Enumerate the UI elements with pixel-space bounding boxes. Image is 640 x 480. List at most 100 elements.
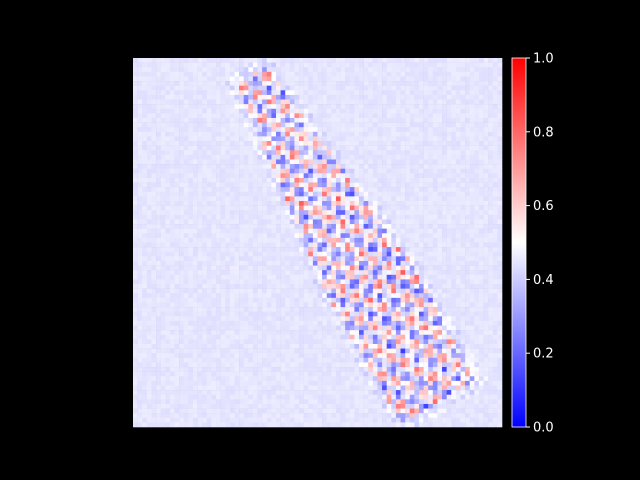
heatmap-cell (497, 122, 503, 128)
heatmap-cell (428, 247, 434, 253)
heatmap-cell (340, 311, 346, 317)
heatmap-cell (183, 136, 189, 142)
heatmap-cell (354, 330, 360, 336)
heatmap-cell (428, 237, 434, 243)
heatmap-cell (451, 214, 457, 220)
heatmap-cell (340, 191, 346, 197)
heatmap-cell (423, 205, 429, 211)
heatmap-cell (220, 214, 226, 220)
heatmap-cell (335, 256, 341, 262)
heatmap-cell (492, 274, 498, 280)
heatmap-cell (197, 325, 203, 331)
heatmap-cell (151, 117, 157, 123)
heatmap-cell (234, 108, 240, 114)
heatmap-cell (414, 58, 420, 63)
heatmap-cell (354, 141, 360, 146)
heatmap-cell (442, 187, 447, 193)
heatmap-cell (312, 62, 318, 68)
heatmap-cell (275, 90, 281, 96)
heatmap-cell (299, 58, 304, 63)
heatmap-cell (349, 233, 355, 239)
heatmap-cell (418, 117, 424, 123)
heatmap-cell (280, 71, 286, 77)
heatmap-cell (156, 224, 161, 229)
heatmap-cell (331, 210, 337, 216)
heatmap-cell (414, 173, 420, 179)
heatmap-cell (280, 247, 286, 253)
heatmap-cell (192, 205, 198, 211)
heatmap-cell (451, 325, 457, 331)
heatmap-cell (335, 265, 341, 271)
heatmap-cell (137, 94, 143, 100)
heatmap-cell (451, 187, 457, 193)
heatmap-cell (455, 168, 461, 174)
heatmap-cell (455, 85, 461, 91)
heatmap-cell (257, 297, 263, 303)
heatmap-cell (275, 214, 281, 220)
heatmap-cell (497, 127, 503, 133)
heatmap-cell (331, 76, 337, 82)
heatmap-cell (437, 210, 443, 216)
heatmap-cell (377, 113, 383, 119)
heatmap-cell (275, 200, 281, 206)
heatmap-cell (474, 150, 480, 156)
heatmap-cell (146, 182, 152, 188)
heatmap-cell (437, 219, 443, 225)
heatmap-cell (414, 81, 420, 86)
heatmap-cell (349, 219, 355, 225)
heatmap-cell (368, 145, 374, 151)
heatmap-cell (262, 141, 268, 146)
heatmap-cell (469, 265, 475, 271)
heatmap-cell (146, 76, 152, 82)
heatmap-cell (303, 214, 309, 220)
heatmap-cell (202, 288, 208, 294)
heatmap-cell (391, 293, 397, 299)
heatmap-cell (326, 256, 332, 262)
heatmap-cell (488, 81, 494, 86)
heatmap-cell (455, 251, 461, 257)
heatmap-cell (451, 237, 457, 243)
heatmap-cell (368, 237, 374, 243)
heatmap-cell (460, 339, 466, 345)
heatmap-cell (229, 302, 235, 308)
heatmap-cell (165, 62, 171, 68)
heatmap-cell (229, 187, 235, 193)
heatmap-cell (391, 242, 397, 248)
heatmap-cell (322, 265, 328, 271)
heatmap-cell (432, 228, 438, 234)
heatmap-cell (432, 270, 438, 276)
heatmap-cell (192, 90, 198, 96)
heatmap-cell (395, 311, 401, 317)
heatmap-cell (322, 62, 328, 68)
heatmap-cell (377, 330, 383, 336)
heatmap-cell (409, 210, 415, 216)
heatmap-cell (197, 224, 203, 229)
heatmap-cell (294, 279, 300, 285)
heatmap-cell (395, 316, 401, 322)
heatmap-cell (146, 242, 152, 248)
heatmap-cell (220, 320, 226, 326)
heatmap-cell (455, 104, 461, 110)
heatmap-cell (382, 316, 387, 322)
heatmap-cell (303, 200, 309, 206)
heatmap-cell (234, 62, 240, 68)
heatmap-cell (308, 145, 314, 151)
heatmap-cell (308, 288, 314, 294)
heatmap-cell (386, 237, 392, 243)
heatmap-cell (363, 94, 369, 100)
heatmap-cell (423, 150, 429, 156)
heatmap-cell (405, 256, 411, 262)
heatmap-cell (156, 131, 161, 137)
heatmap-cell (216, 233, 221, 239)
heatmap-cell (262, 200, 268, 206)
heatmap-cell (423, 177, 429, 183)
heatmap-cell (197, 284, 203, 289)
heatmap-cell (151, 224, 157, 229)
heatmap-cell (340, 104, 346, 110)
heatmap-cell (331, 233, 337, 239)
heatmap-cell (192, 224, 198, 229)
heatmap-cell (460, 145, 466, 151)
heatmap-cell (317, 150, 323, 156)
heatmap-cell (488, 122, 494, 128)
heatmap-cell (414, 279, 420, 285)
